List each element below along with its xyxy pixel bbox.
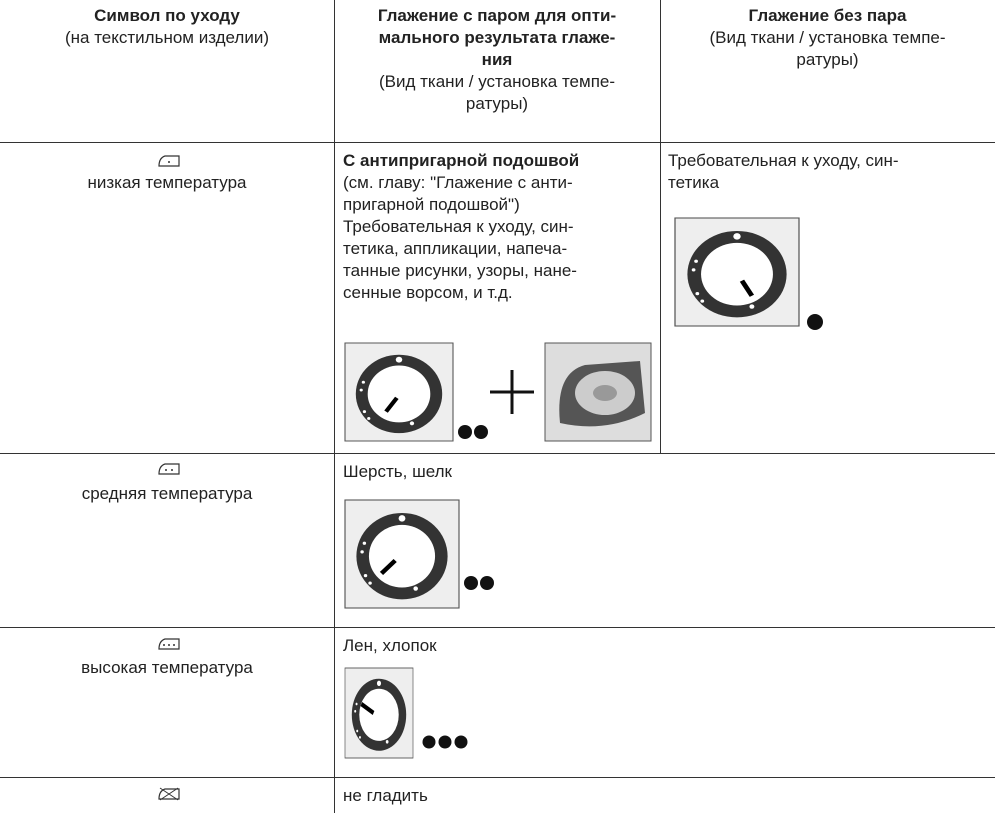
dots: [464, 576, 494, 590]
dial-image: [344, 342, 454, 442]
text-line: Шерсть, шелк: [343, 462, 452, 481]
text-line: мального результата глаже-: [378, 28, 616, 47]
text-line: Глажение без пара: [748, 6, 907, 25]
text-line: средняя температура: [81, 484, 253, 503]
text-line: С антипригарной подошвой: [343, 151, 580, 170]
plus: [490, 370, 534, 414]
text-line: не гладить: [343, 786, 428, 805]
text-line: сенные ворсом, и т.д.: [343, 283, 513, 302]
dots: [422, 735, 468, 749]
row-line: [0, 627, 995, 628]
text-line: Требовательная к уходу, син-: [668, 151, 899, 170]
text-line: танные рисунки, узоры, нане-: [343, 261, 577, 280]
text-line: пригарной подошвой"): [343, 195, 520, 214]
care-symbol: [158, 787, 180, 801]
text-line: ния: [481, 50, 513, 69]
row-line: [0, 777, 995, 778]
dial-image: [674, 217, 800, 327]
col-line: [334, 0, 335, 813]
text-line: (Вид ткани / установка темпе-: [378, 72, 616, 91]
text-line: (см. главу: "Глажение с анти-: [343, 173, 573, 192]
row-line: [0, 142, 995, 143]
col-line: [660, 0, 661, 453]
text-line: Требовательная к уходу, син-: [343, 217, 574, 236]
text-line: низкая температура: [87, 173, 247, 192]
text-line: Символ по уходу: [94, 6, 240, 25]
dots: [458, 425, 488, 439]
text-line: ратуры): [796, 50, 859, 69]
text-line: (Вид ткани / установка темпе-: [709, 28, 946, 47]
text-line: тетика: [668, 173, 720, 192]
care-symbol: [158, 638, 180, 650]
care-symbol: [158, 463, 180, 475]
text-line: Лен, хлопок: [343, 636, 437, 655]
dial-image: [344, 499, 460, 609]
sole-plate-image: [544, 342, 652, 442]
text-line: (на текстильном изделии): [64, 28, 270, 47]
care-symbol: [158, 155, 180, 167]
text-line: ратуры): [465, 94, 529, 113]
text-line: Глажение с паром для опти-: [377, 6, 617, 25]
text-line: высокая температура: [81, 658, 253, 677]
dots: [807, 314, 823, 330]
text-line: тетика, аппликации, напеча-: [343, 239, 568, 258]
dial-image: [344, 667, 414, 759]
row-line: [0, 453, 995, 454]
